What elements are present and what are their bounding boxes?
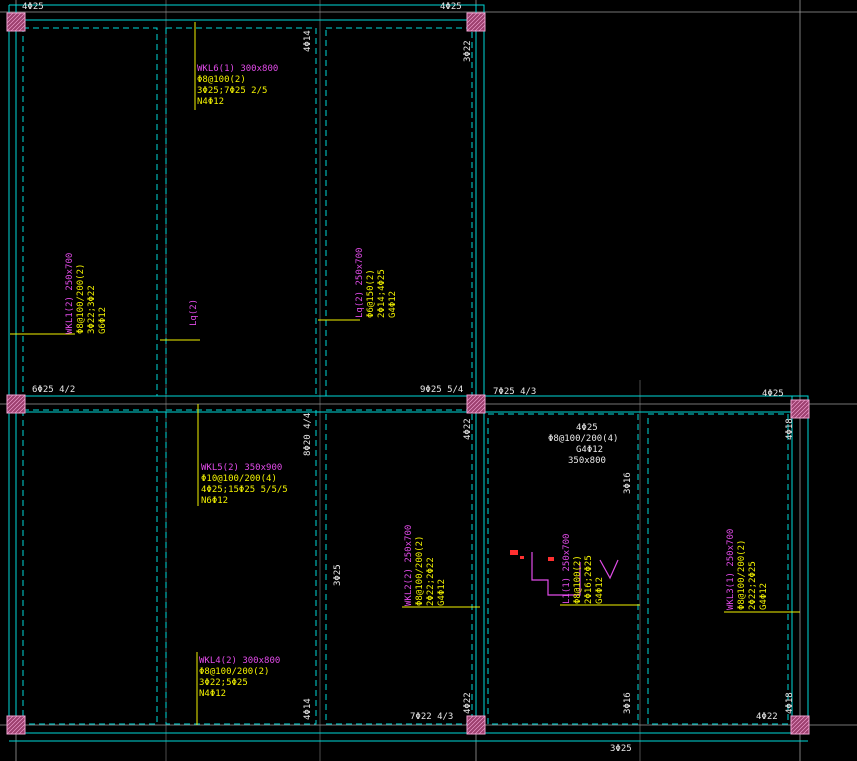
beam-labels-wkl5-main: 4Φ25;15Φ25 5/5/5 [201,485,288,495]
rebar-marks-col-right-lower-a: 4Φ22 [463,418,473,440]
beam-labels-lq2-name: Lq(2) 250x700 [355,248,365,318]
beam-labels-lq2-side: G4Φ12 [388,291,398,318]
beam-labels-wkl5-side: N6Φ12 [201,496,228,506]
beam-labels-wkl5-name: WKL5(2) 350x900 [201,463,282,473]
beam-labels-wkl2-main: 2Φ22;2Φ22 [426,557,436,606]
rebar-marks-lower-left-span: 6Φ25 4/2 [32,385,75,395]
beam-labels-wkl5-stirrup: Φ10@100/200(4) [201,474,277,484]
leader-lines [10,22,800,725]
beam-labels-wkl1-side: G6Φ12 [98,307,108,334]
beam-labels-wkl2-name: WKL2(2) 250x700 [404,525,414,606]
rebar-marks-top-mid: 4Φ25 [440,2,462,12]
rebar-marks-bottom-far-right: 4Φ22 [756,712,778,722]
beam-labels-l1-side: G4Φ12 [595,577,605,604]
beam-labels-l1-name: L1(1) 250x700 [562,534,572,604]
rebar-marks-mid-lower-vertical: 3Φ25 [333,564,343,586]
rebar-marks-bottom-mid-span: 7Φ22 4/3 [410,712,453,722]
rebar-marks-right-bay-top: 3Φ16 [623,472,633,494]
slab-dashed-outlines [22,27,789,725]
beam-labels-right-box-size: 350x800 [568,456,606,466]
beam-labels-wkl6-stirrup: Φ8@100(2) [197,75,246,85]
column-2 [466,12,486,32]
beam-labels-wkl4-stirrup: Φ8@100/200(2) [199,667,269,677]
beam-labels-wkl3-main: 2Φ22;2Φ25 [748,561,758,610]
annotation-text: 4Φ25 4Φ25 3Φ22 4Φ14 6Φ25 4/2 9Φ25 5/4 7Φ25 4/3… [22,2,795,754]
rebar-marks-bottom-axis: 3Φ25 [610,744,632,754]
rebar-marks-mid-vertical-top: 8Φ20 4/4 [303,413,313,456]
beam-labels-wkl3-name: WKL3(1) 250x700 [726,529,736,610]
rebar-marks-upper-mid-right: 4Φ14 [303,30,313,52]
beam-labels-wkl1-main: 3Φ22;3Φ22 [87,285,97,334]
columns [6,12,810,735]
beam-labels-wkl4-main: 3Φ22;5Φ25 [199,678,248,688]
rebar-marks-right-span-top: 7Φ25 4/3 [493,387,536,397]
beam-labels-l1-stirrup: Φ8@100(2) [573,555,583,604]
red-markers [510,550,554,561]
beam-labels-wkl6-side: N4Φ12 [197,97,224,107]
beam-labels-wkl1-stirrup: Φ8@100/200(2) [76,264,86,334]
rebar-marks-far-right-vertical: 4Φ18 [785,418,795,440]
beam-labels-right-box-stirrup: Φ8@100/200(4) [548,434,618,444]
column-4 [466,394,486,414]
rebar-marks-top-left: 4Φ25 [22,2,44,12]
rebar-marks-bottom-far-right-vert: 4Φ18 [785,692,795,714]
beam-outlines [8,4,809,742]
beam-labels-lq-name: Lq(2) [189,299,199,326]
beam-labels-right-box-main: 4Φ25 [576,423,598,433]
beam-labels-l1-main: 2Φ16;2Φ25 [584,555,594,604]
beam-labels-wkl1-name: WKL1(2) 250x700 [65,253,75,334]
column-1 [6,12,26,32]
beam-labels-wkl6-name: WKL6(1) 300x800 [197,64,278,74]
rebar-marks-bottom-col-a: 4Φ22 [463,692,473,714]
section-markers [531,552,619,596]
rebar-marks-bottom-right-bay: 3Φ16 [623,692,633,714]
beam-labels-lq2-main: 2Φ14;4Φ25 [377,269,387,318]
rebar-marks-far-right-top: 4Φ25 [762,389,784,399]
column-3 [6,394,26,414]
column-6 [6,715,26,735]
beam-labels-wkl6-main: 3Φ25;7Φ25 2/5 [197,86,267,96]
column-7 [466,715,486,735]
beam-labels-wkl4-name: WKL4(2) 300x800 [199,656,280,666]
rebar-marks-lower-mid-span: 9Φ25 5/4 [420,385,463,395]
rebar-marks-right-col-top: 3Φ22 [463,40,473,62]
beam-labels-wkl3-side: G4Φ12 [759,583,769,610]
beam-labels-wkl2-stirrup: Φ8@100/200(2) [415,536,425,606]
column-8 [790,715,810,735]
beam-labels-wkl4-side: N4Φ12 [199,689,226,699]
beam-labels-wkl3-stirrup: Φ8@100/200(2) [737,540,747,610]
beam-labels-wkl2-side: G4Φ12 [437,579,447,606]
beam-labels-lq2-stirrup: Φ6@150(2) [366,269,376,318]
rebar-marks-bottom-mid-left: 4Φ14 [303,698,313,720]
column-5 [790,399,810,419]
beam-labels-right-box-side: G4Φ12 [576,445,603,455]
